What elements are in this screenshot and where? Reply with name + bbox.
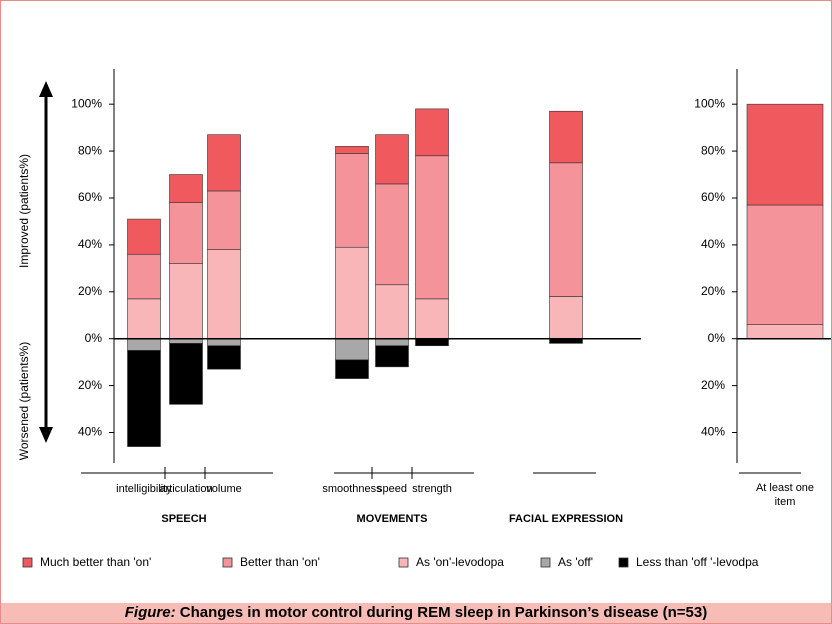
bar-segment [415, 155, 449, 300]
y-tick-label: 100% [71, 96, 102, 110]
bar-segment [127, 298, 161, 340]
bar-segment [207, 345, 241, 370]
caption: Figure: Changes in motor control during … [1, 603, 831, 623]
bar-segment [169, 174, 203, 203]
bar-segment [335, 146, 369, 154]
bar-segment [549, 110, 583, 164]
y-tick-label: 40% [78, 237, 102, 251]
legend-swatch [398, 557, 409, 568]
group-label: SPEECH [161, 513, 206, 525]
y-tick-label: 20% [701, 378, 725, 392]
legend-label: As 'on'-levodopa [416, 555, 504, 569]
bar-segment [207, 249, 241, 340]
bar-segment [746, 324, 824, 340]
bar-segment [415, 338, 449, 347]
bar-segment [335, 153, 369, 248]
y-tick-label: 60% [701, 190, 725, 204]
bar-segment [549, 162, 583, 297]
bar-segment [127, 253, 161, 300]
x-tick-label: At least one item [755, 482, 815, 508]
y-label: Improved (patients%) [17, 154, 31, 268]
bar-segment [549, 296, 583, 340]
x-tick-label-box: At least one item [755, 482, 815, 508]
arrow-head [39, 427, 53, 443]
legend-label: Less than 'off '-levodpa [636, 555, 759, 569]
legend-swatch [222, 557, 233, 568]
legend-label: Much better than 'on' [40, 555, 151, 569]
x-tick-label: strength [412, 483, 452, 495]
bar-segment [207, 190, 241, 250]
bar-segment [335, 246, 369, 340]
x-tick-label: volume [206, 483, 241, 495]
bar-segment [169, 343, 203, 405]
y-tick-label: 40% [701, 237, 725, 251]
bar-segment [127, 338, 161, 351]
x-tick-label: speed [377, 483, 407, 495]
x-tick-label: intelligibility [116, 483, 172, 495]
y-tick-label: 0% [708, 331, 726, 345]
legend-swatch [22, 557, 33, 568]
y-tick-label: 20% [701, 284, 725, 298]
arrow-head [39, 81, 53, 97]
legend-swatch [540, 557, 551, 568]
x-tick-label: articulation [159, 483, 212, 495]
y-tick-label: 40% [701, 425, 725, 439]
caption-label: Figure: [124, 604, 176, 621]
bar-segment [375, 134, 409, 185]
bar-segment [169, 263, 203, 340]
y-tick-label: 20% [78, 378, 102, 392]
group-label: FACIAL EXPRESSION [509, 513, 623, 525]
bar-segment [415, 108, 449, 157]
chart: Improved (patients%) Worsened (patients%… [17, 69, 831, 569]
legend-label: As 'off' [558, 555, 593, 569]
bar-segment [335, 359, 369, 379]
bar-segment [746, 103, 824, 206]
legend-swatch [618, 557, 629, 568]
bar-segment [415, 298, 449, 340]
bar-segment [375, 284, 409, 340]
y-label: Worsened (patients%) [17, 342, 31, 461]
bar-segment [169, 202, 203, 264]
bar-segment [207, 134, 241, 192]
y-tick-label: 40% [78, 425, 102, 439]
bar-segment [335, 338, 369, 361]
bar-segment [375, 345, 409, 368]
y-tick-label: 20% [78, 284, 102, 298]
bar-segment [746, 204, 824, 325]
y-tick-label: 80% [701, 143, 725, 157]
y-tick-label: 0% [85, 331, 103, 345]
bar-segment [127, 350, 161, 447]
y-tick-label: 80% [78, 143, 102, 157]
y-tick-label: 100% [694, 96, 725, 110]
caption-text: Changes in motor control during REM slee… [179, 604, 708, 621]
bar-segment [375, 183, 409, 286]
bar-segment [127, 218, 161, 255]
bar-segment [207, 338, 241, 347]
x-tick-label: smoothness [322, 483, 382, 495]
y-tick-label: 60% [78, 190, 102, 204]
bar-segment [375, 338, 409, 347]
group-label: MOVEMENTS [357, 513, 428, 525]
legend-label: Better than 'on' [240, 555, 320, 569]
